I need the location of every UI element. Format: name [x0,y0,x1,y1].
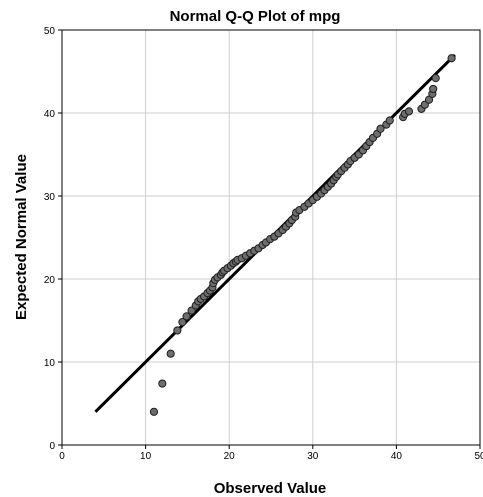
ticks: 0 10 20 30 40 50 0 10 20 30 40 50 [44,26,483,462]
data-point [431,74,440,83]
data-point [166,349,175,358]
plot-frame [61,29,481,446]
x-axis-label: Observed Value [214,480,327,497]
x-tick-label: 30 [307,451,319,462]
x-tick-label: 10 [140,451,152,462]
data-point [149,407,159,416]
y-tick-label: 10 [44,358,56,369]
y-tick-label: 0 [49,441,55,452]
data-point [158,379,167,388]
x-tick-label: 50 [474,451,483,462]
chart-title: Normal Q-Q Plot of mpg [170,8,341,25]
y-tick-label: 40 [44,109,56,120]
data-point [173,326,182,335]
data-point [182,312,191,321]
data-point [376,124,385,133]
y-tick-label: 20 [44,275,56,286]
data-points [149,54,456,416]
data-point [429,84,438,94]
data-point [385,116,394,125]
grid [62,30,480,445]
data-point [404,107,414,116]
y-tick-label: 50 [44,26,56,37]
x-tick-label: 20 [224,451,236,462]
y-axis-label: Expected Normal Value [13,154,30,320]
data-point [178,318,187,327]
data-point [447,54,456,63]
x-tick-label: 0 [59,451,65,462]
y-tick-label: 30 [44,192,56,203]
x-tick-label: 40 [391,451,403,462]
